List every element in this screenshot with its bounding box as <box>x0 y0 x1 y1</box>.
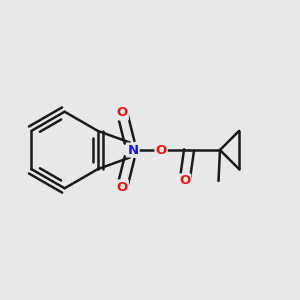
Text: O: O <box>117 181 128 194</box>
Text: O: O <box>179 174 190 188</box>
Text: N: N <box>128 143 139 157</box>
Text: O: O <box>117 106 128 119</box>
Text: O: O <box>155 143 167 157</box>
